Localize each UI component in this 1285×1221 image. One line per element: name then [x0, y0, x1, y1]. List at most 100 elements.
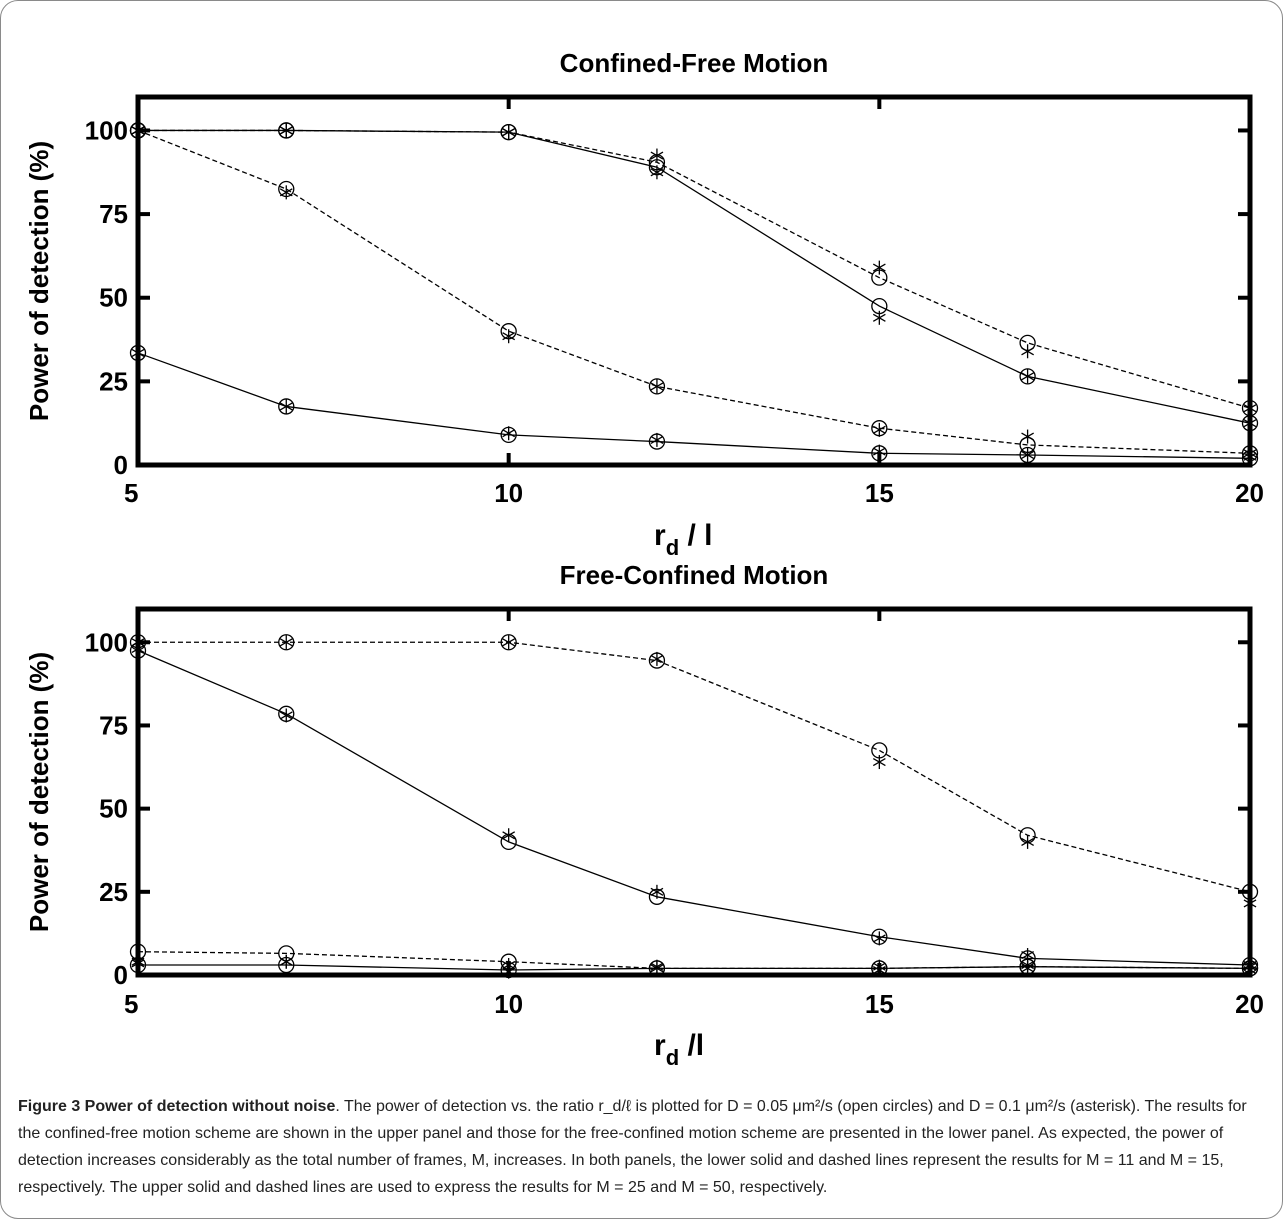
asterisk-marker	[279, 708, 293, 723]
series-line	[138, 129, 1251, 424]
asterisk-stroke	[502, 831, 516, 840]
asterisk-stroke	[502, 638, 516, 647]
asterisk-marker	[1021, 344, 1034, 359]
asterisk-marker	[502, 635, 516, 650]
asterisk-stroke	[872, 425, 886, 434]
asterisk-marker	[131, 123, 145, 138]
circle-marker	[1241, 445, 1259, 462]
asterisk-stroke	[872, 962, 886, 971]
asterisk-marker	[131, 635, 145, 650]
series-line	[138, 129, 1251, 409]
asterisk-stroke	[502, 960, 516, 970]
asterisk-marker	[502, 958, 516, 973]
asterisk-stroke	[872, 757, 886, 767]
circle-marker	[129, 344, 147, 362]
series-line	[137, 129, 1251, 454]
series-line	[138, 641, 1251, 893]
circle-marker	[1019, 368, 1036, 385]
asterisk-marker	[872, 959, 886, 974]
asterisk-stroke	[1243, 419, 1257, 428]
asterisk-stroke	[872, 447, 886, 456]
asterisk-marker	[279, 954, 293, 969]
series-4-dashed	[129, 634, 1259, 911]
asterisk-stroke	[650, 887, 664, 896]
asterisk-stroke	[650, 964, 664, 973]
series-line	[137, 352, 1251, 459]
asterisk-stroke	[1021, 960, 1034, 970]
asterisk-marker	[279, 185, 293, 200]
series-2-dashed	[129, 122, 1259, 462]
y-tick-label: 0	[114, 960, 128, 990]
series-3-solid	[129, 641, 1259, 974]
y-tick-label: 100	[85, 627, 128, 657]
x-axis-label: rd / l	[654, 519, 712, 560]
y-tick-label: 100	[85, 115, 128, 145]
asterisk-stroke	[279, 402, 293, 411]
asterisk-stroke	[1021, 450, 1034, 460]
asterisk-marker	[1243, 401, 1257, 416]
asterisk-stroke	[1021, 950, 1034, 960]
circle-marker	[278, 634, 295, 651]
x-tick-label: 20	[1235, 478, 1264, 508]
asterisk-marker	[502, 828, 516, 843]
asterisk-stroke	[279, 638, 293, 647]
asterisk-marker	[279, 399, 293, 414]
asterisk-marker	[872, 444, 886, 459]
x-tick-label: 20	[1235, 989, 1264, 1019]
asterisk-marker	[1021, 834, 1034, 849]
asterisk-marker	[502, 426, 516, 441]
plot-area-frame	[135, 94, 1253, 468]
asterisk-marker	[650, 884, 664, 899]
circle-marker	[1241, 956, 1259, 974]
series-1-solid	[129, 344, 1259, 467]
caption-text: The power of detection vs. the ratio r_d…	[18, 1098, 1247, 1196]
y-tick-label: 25	[99, 877, 128, 907]
circle-marker	[648, 378, 666, 395]
asterisk-marker	[872, 422, 886, 437]
asterisk-stroke	[279, 711, 293, 720]
series-line	[137, 649, 1251, 966]
asterisk-marker	[872, 260, 886, 275]
asterisk-marker	[650, 148, 664, 163]
circle-marker	[648, 960, 666, 977]
caption-label: Figure 3 Power of detection without nois…	[18, 1098, 336, 1115]
asterisk-marker	[279, 123, 293, 138]
asterisk-marker	[1021, 948, 1034, 963]
chart-panel-1: Confined-Free Motion 0 25 50 75 100 5 10 15 20 rd …	[24, 48, 1264, 560]
plot-area-frame	[135, 606, 1253, 978]
asterisk-stroke	[1021, 837, 1034, 846]
x-tick-label: 15	[865, 478, 894, 508]
asterisk-stroke	[650, 654, 664, 663]
asterisk-marker	[279, 635, 293, 650]
asterisk-marker	[1243, 958, 1257, 973]
x-tick-label: 5	[124, 478, 138, 508]
asterisk-marker	[502, 329, 516, 344]
asterisk-marker	[1021, 447, 1034, 462]
chart-title: Free-Confined Motion	[560, 560, 829, 590]
asterisk-stroke	[1243, 404, 1257, 413]
asterisk-marker	[650, 961, 664, 976]
asterisk-marker	[872, 931, 886, 946]
asterisk-stroke	[650, 168, 664, 177]
figure-caption: Figure 3 Power of detection without nois…	[18, 1098, 1247, 1196]
asterisk-stroke	[1021, 432, 1034, 441]
x-tick-label: 15	[865, 989, 894, 1019]
asterisk-marker	[502, 125, 516, 140]
circle-marker	[278, 122, 295, 139]
y-tick-label: 75	[99, 710, 128, 740]
figure-plots: Confined-Free Motion 0 25 50 75 100 5 10 15 20 rd …	[24, 48, 1264, 1070]
chart-title: Confined-Free Motion	[560, 48, 829, 78]
asterisk-stroke	[872, 313, 886, 322]
circle-marker	[1019, 446, 1036, 464]
asterisk-stroke	[131, 126, 145, 135]
x-axis-label: rd /l	[654, 1029, 704, 1070]
circle-marker	[1241, 399, 1259, 417]
asterisk-marker	[872, 755, 886, 770]
asterisk-marker	[1243, 416, 1257, 431]
y-tick-label: 50	[99, 794, 128, 824]
circle-marker	[500, 634, 517, 651]
asterisk-marker	[131, 345, 145, 360]
x-tick-label: 10	[494, 478, 523, 508]
y-tick-label: 50	[99, 283, 128, 313]
